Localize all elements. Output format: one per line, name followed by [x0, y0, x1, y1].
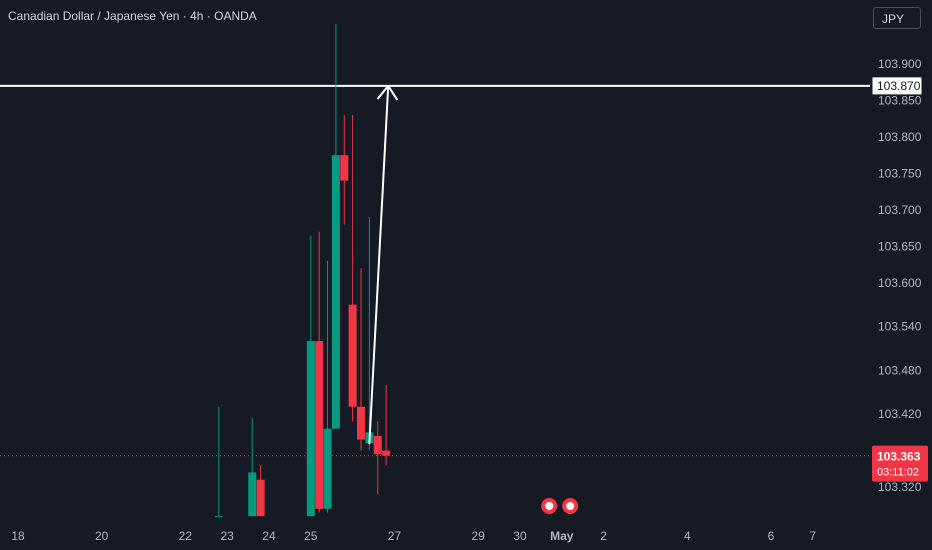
y-tick-label: 103.540 [878, 320, 922, 334]
y-tick-label: 103.420 [878, 407, 922, 421]
candle[interactable] [306, 235, 315, 517]
candle-body [331, 155, 340, 429]
x-tick-label: 27 [388, 529, 402, 543]
level-price-text: 103.870 [877, 79, 921, 93]
arrow-layer [368, 84, 398, 445]
candle[interactable] [323, 260, 332, 513]
y-axis[interactable]: 103.900 103.850 103.800 103.750 103.700 103.6… [878, 57, 922, 494]
event-markers [539, 496, 581, 516]
x-tick-label: 30 [513, 529, 527, 543]
event-marker-icon[interactable] [560, 496, 581, 516]
candle[interactable] [214, 406, 223, 518]
candle[interactable] [248, 417, 257, 517]
x-tick-label: 7 [809, 529, 816, 543]
level-price-label: 103.870 [871, 76, 923, 96]
candle-layer [214, 23, 391, 518]
currency-badge[interactable]: JPY [873, 7, 921, 29]
x-tick-label: 18 [11, 529, 25, 543]
arrow-head [377, 84, 398, 101]
chart-title: Canadian Dollar / Japanese Yen · 4h · OA… [8, 9, 257, 23]
y-tick-label: 103.900 [878, 57, 922, 71]
x-tick-label: 29 [471, 529, 485, 543]
x-axis[interactable]: 18 20 22 23 24 25 27 29 30 May 2 4 6 7 [11, 529, 816, 543]
countdown-text: 03:11:02 [877, 467, 919, 479]
y-tick-label: 103.650 [878, 239, 922, 253]
candle-body [373, 435, 382, 455]
candle[interactable] [315, 231, 324, 513]
candle-body [306, 341, 315, 517]
event-marker-icon[interactable] [539, 496, 560, 516]
candle-body [248, 472, 257, 517]
x-tick-label: 24 [262, 529, 276, 543]
x-tick-label: May [550, 529, 574, 543]
candle[interactable] [365, 217, 374, 451]
current-price-label: 103.363 03:11:02 [872, 445, 928, 482]
x-tick-label: 22 [179, 529, 193, 543]
candle[interactable] [331, 23, 340, 429]
y-tick-label: 103.600 [878, 276, 922, 290]
candle-body [382, 450, 391, 456]
arrow-shaft[interactable] [368, 84, 390, 445]
candle-body [340, 155, 349, 181]
candle[interactable] [373, 421, 382, 495]
x-tick-label: 6 [768, 529, 775, 543]
candle-body [323, 428, 332, 509]
y-tick-label: 103.320 [878, 480, 922, 494]
y-tick-label: 103.480 [878, 363, 922, 377]
candle-body [256, 479, 265, 517]
candle-body [315, 341, 324, 509]
candle[interactable] [382, 384, 391, 466]
y-tick-label: 103.750 [878, 166, 922, 180]
y-tick-label: 103.850 [878, 93, 922, 107]
x-tick-label: 20 [95, 529, 109, 543]
candle[interactable] [348, 115, 357, 422]
x-tick-label: 2 [600, 529, 607, 543]
x-tick-label: 4 [684, 529, 691, 543]
candle[interactable] [357, 268, 366, 451]
current-price-text: 103.363 [877, 450, 921, 464]
candle-body [357, 406, 366, 440]
candle-body [348, 304, 357, 407]
candle-body [214, 516, 223, 518]
candle[interactable] [256, 465, 265, 517]
x-tick-label: 23 [220, 529, 234, 543]
candle[interactable] [340, 115, 349, 225]
x-tick-label: 25 [304, 529, 318, 543]
y-tick-label: 103.800 [878, 130, 922, 144]
y-tick-label: 103.700 [878, 203, 922, 217]
price-labels: 103.870 103.363 03:11:02 [871, 76, 928, 482]
